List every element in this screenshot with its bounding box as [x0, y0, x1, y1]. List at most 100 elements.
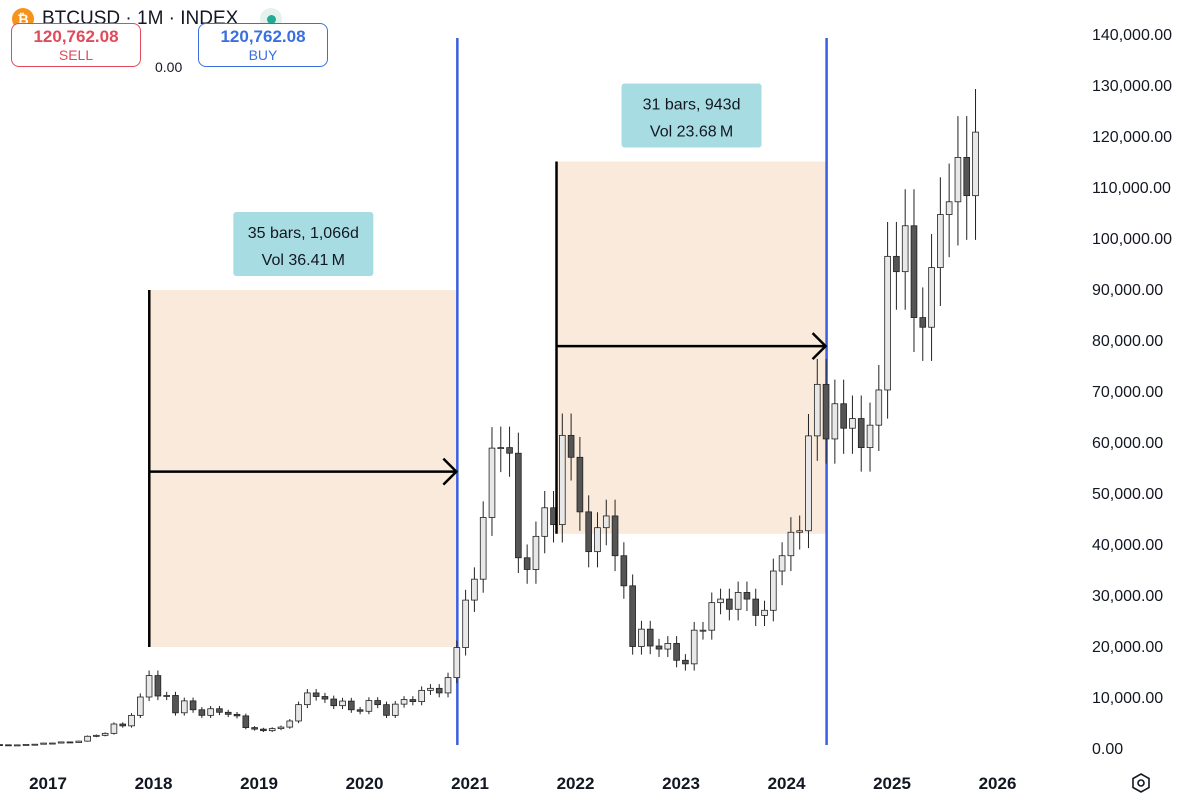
candle	[875, 364, 883, 451]
buy-price: 120,762.08	[220, 27, 306, 47]
candle-body	[304, 692, 311, 706]
candle-body	[857, 418, 865, 449]
y-tick-label: 120,000.00	[1092, 129, 1172, 146]
candle	[831, 379, 839, 464]
y-tick-label: 60,000.00	[1092, 435, 1163, 452]
candle	[330, 695, 338, 710]
measure-tools: 35 bars, 1,066d Vol 36.41 M 31 bars, 943d V…	[148, 83, 828, 648]
candle-body	[163, 695, 170, 697]
y-tick-label: 110,000.00	[1092, 180, 1171, 197]
candle	[365, 697, 373, 715]
x-tick-label: 2018	[135, 774, 173, 793]
x-tick-label: 2017	[29, 774, 67, 793]
y-tick-label: 50,000.00	[1092, 486, 1163, 503]
candle-body	[0, 744, 3, 746]
candle	[559, 413, 566, 543]
candle	[295, 701, 302, 724]
candle-body	[919, 317, 927, 328]
measure-arrow-head-2	[811, 332, 828, 361]
candle-body	[339, 700, 346, 707]
candle-body	[224, 711, 232, 715]
candle-body	[945, 201, 953, 215]
candle	[576, 436, 584, 531]
candle-body	[189, 700, 197, 711]
candle-body	[796, 530, 803, 533]
candle	[919, 287, 927, 361]
candle	[163, 691, 170, 701]
candle	[101, 732, 109, 737]
candle	[822, 358, 830, 464]
candle	[638, 620, 645, 655]
candle	[515, 432, 522, 573]
candle	[348, 697, 355, 713]
candle	[488, 427, 496, 536]
candle	[471, 567, 478, 612]
candle	[770, 558, 777, 622]
candle	[954, 116, 962, 246]
candle	[761, 600, 768, 627]
measure-label-bars-2: 31 bars, 943d	[643, 97, 741, 114]
candle-body	[963, 157, 971, 197]
candle-body	[198, 709, 206, 716]
candle	[277, 725, 285, 731]
candle-body	[541, 507, 549, 537]
candle	[251, 726, 258, 731]
candle	[752, 588, 760, 627]
candle-body	[910, 225, 918, 318]
settings-icon[interactable]	[1130, 772, 1152, 794]
candle-body	[391, 703, 399, 716]
candle-body	[761, 609, 768, 616]
candle-body	[418, 689, 425, 702]
candle-body	[49, 742, 56, 745]
candle-body	[356, 709, 364, 712]
candle-body	[383, 704, 390, 716]
candle-body	[321, 696, 329, 700]
time-axis: 2017 2018 2019 2020 2021 2022 2023 2024 2025 2026	[29, 774, 1016, 793]
candle-body	[937, 214, 944, 268]
candle	[726, 588, 733, 621]
buy-button[interactable]: 120,762.08 BUY	[198, 23, 328, 67]
candle	[453, 640, 461, 684]
sell-button[interactable]: 120,762.08 SELL	[11, 23, 141, 67]
candle-body	[585, 511, 592, 553]
range-boxes	[149, 161, 827, 648]
x-tick-label: 2019	[240, 774, 278, 793]
candle	[110, 722, 118, 735]
candle-body	[567, 434, 575, 458]
candle-body	[453, 647, 461, 679]
x-tick-label: 2021	[451, 774, 489, 793]
candle	[260, 727, 267, 733]
candle	[198, 707, 206, 718]
candle	[137, 693, 144, 718]
price-axis: 0.00 10,000.00 20,000.00 30,000.00 40,000.00…	[1092, 27, 1172, 758]
candle	[145, 670, 153, 702]
candle	[75, 740, 83, 743]
y-tick-label: 130,000.00	[1092, 78, 1172, 95]
candle	[620, 542, 628, 599]
candle	[787, 517, 795, 572]
candle	[242, 713, 250, 730]
candle-body	[576, 456, 584, 513]
candle-body	[348, 700, 355, 711]
candle-body	[66, 741, 74, 744]
candle-body	[708, 602, 716, 631]
candle	[383, 701, 390, 718]
candle	[49, 742, 56, 745]
candle-body	[506, 447, 513, 454]
candle-body	[110, 723, 118, 734]
candle	[866, 402, 874, 472]
range-box-1	[149, 290, 458, 648]
candle-body	[145, 675, 153, 698]
candle	[418, 686, 425, 706]
y-tick-label: 20,000.00	[1092, 639, 1163, 656]
candle	[594, 512, 601, 568]
candle-body	[813, 383, 821, 437]
candle-body	[435, 687, 443, 694]
x-tick-label: 2026	[979, 774, 1017, 793]
candle	[304, 689, 311, 709]
candle-body	[277, 726, 285, 730]
y-tick-label: 140,000.00	[1092, 27, 1172, 44]
candle-body	[180, 700, 188, 714]
candle-body	[849, 418, 856, 429]
